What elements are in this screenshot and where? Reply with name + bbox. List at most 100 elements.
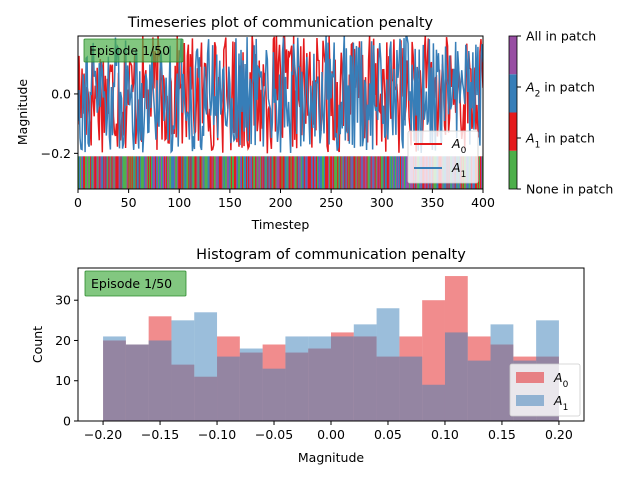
hist-bar-a1 xyxy=(331,336,354,421)
patch-strip-cell xyxy=(100,156,102,189)
patch-strip-cell xyxy=(347,156,349,189)
y-tick-label: −0.2 xyxy=(41,146,71,161)
patch-strip-cell xyxy=(226,156,229,189)
patch-strip-cell xyxy=(163,156,165,189)
patch-strip-cell xyxy=(150,156,153,189)
patch-strip-cell xyxy=(319,156,322,189)
patch-strip-cell xyxy=(175,156,177,189)
patch-strip-cell xyxy=(181,156,183,189)
patch-strip-cell xyxy=(292,156,294,189)
patch-strip-cell xyxy=(185,156,187,189)
patch-strip-cell xyxy=(178,156,180,189)
patch-strip-cell xyxy=(207,156,209,189)
patch-strip-cell xyxy=(339,156,341,189)
patch-strip-cell xyxy=(404,156,406,189)
patch-strip-cell xyxy=(157,156,160,189)
colorbar-segment xyxy=(509,112,517,151)
histogram-xlabel: Magnitude xyxy=(298,450,365,465)
patch-strip-cell xyxy=(166,156,168,189)
x-tick-label: 0.00 xyxy=(317,427,345,442)
histogram-bars xyxy=(103,276,559,421)
patch-strip-cell xyxy=(390,156,393,189)
patch-strip-cell xyxy=(351,156,353,189)
patch-strip-cell xyxy=(85,156,87,189)
histogram-title: Histogram of communication penalty xyxy=(196,247,466,263)
patch-strip-cell xyxy=(193,156,195,189)
patch-strip-cell xyxy=(340,156,342,189)
patch-strip-cell xyxy=(355,156,357,189)
colorbar-segment xyxy=(509,36,517,75)
patch-strip-cell xyxy=(477,156,480,189)
patch-strip-cell xyxy=(368,156,370,189)
patch-strip-cell xyxy=(109,156,111,189)
colorbar-segment xyxy=(509,150,517,189)
patch-strip-cell xyxy=(313,156,316,189)
patch-strip-cell xyxy=(84,156,86,189)
patch-strip-cell xyxy=(261,156,263,189)
patch-strip-cell xyxy=(360,156,362,189)
patch-strip-cell xyxy=(235,156,238,189)
patch-strip-cell xyxy=(254,156,256,189)
patch-strip-cell xyxy=(162,156,164,189)
patch-strip-cell xyxy=(78,156,80,189)
hist-bar-a1 xyxy=(125,344,149,421)
patch-strip-cell xyxy=(237,156,240,189)
hist-legend-label-a0-sub: 0 xyxy=(563,380,569,390)
patch-strip-cell xyxy=(132,156,134,189)
patch-strip-cell xyxy=(135,156,138,189)
hist-bar-a1 xyxy=(399,356,423,421)
patch-strip-cell xyxy=(481,156,483,189)
patch-strip-cell xyxy=(83,156,85,189)
patch-strip-cell xyxy=(399,156,402,189)
patch-strip-cell xyxy=(196,156,198,189)
hist-bar-a1 xyxy=(353,324,377,421)
patch-strip-cell xyxy=(378,156,381,189)
patch-strip-cell xyxy=(266,156,268,189)
patch-strip-cell xyxy=(147,156,150,189)
patch-strip-cell xyxy=(275,156,277,189)
colorbar-label-tail: in patch xyxy=(540,80,595,95)
patch-strip-cell xyxy=(111,156,113,189)
patch-strip-cell xyxy=(276,156,278,189)
histogram-legend: A0 A1 xyxy=(509,363,581,417)
patch-strip-cell xyxy=(146,156,149,189)
patch-strip-cell xyxy=(256,156,258,189)
patch-strip-cell xyxy=(294,156,296,189)
patch-strip-cell xyxy=(106,156,108,189)
patch-strip-cell xyxy=(169,156,171,189)
patch-strip-cell xyxy=(209,156,211,189)
patch-strip-cell xyxy=(205,156,207,189)
colorbar-label: A1 in patch xyxy=(525,131,595,151)
patch-strip-cell xyxy=(125,156,127,189)
x-tick-label: 0 xyxy=(74,195,82,210)
timeseries-xlabel: Timestep xyxy=(251,217,310,232)
patch-strip-cell xyxy=(165,156,167,189)
patch-strip-cell xyxy=(159,156,161,189)
patch-strip-cell xyxy=(362,156,364,189)
patch-strip-cell xyxy=(480,156,483,189)
patch-strip-cell xyxy=(113,156,115,189)
patch-strip-cell xyxy=(282,156,284,189)
patch-strip-cell xyxy=(197,156,199,189)
timeseries-badge-label: Episode 1/50 xyxy=(89,43,170,58)
patch-strip-cell xyxy=(400,156,403,189)
patch-strip-cell xyxy=(333,156,335,189)
patch-strip-cell xyxy=(363,156,365,189)
hist-legend-label-a0-base: A xyxy=(553,370,563,385)
patch-strip-cell xyxy=(373,156,375,189)
patch-strip-cell xyxy=(200,156,202,189)
patch-strip-cell xyxy=(308,156,311,189)
patch-strip-cell xyxy=(238,156,241,189)
patch-strip-cell xyxy=(271,156,273,189)
histogram-y-ticks: 0 10 20 30 xyxy=(55,293,78,429)
patch-strip-cell xyxy=(336,156,338,189)
patch-strip-cell xyxy=(211,156,213,189)
patch-strip-cell xyxy=(139,156,142,189)
patch-strip-cell xyxy=(359,156,361,189)
patch-strip-cell xyxy=(381,156,384,189)
colorbar-label-sub: 2 xyxy=(535,90,541,100)
patch-strip-cell xyxy=(242,156,244,189)
patch-strip-cell xyxy=(81,156,83,189)
patch-strip-cell xyxy=(79,156,81,189)
x-tick-label: 0.20 xyxy=(545,427,573,442)
